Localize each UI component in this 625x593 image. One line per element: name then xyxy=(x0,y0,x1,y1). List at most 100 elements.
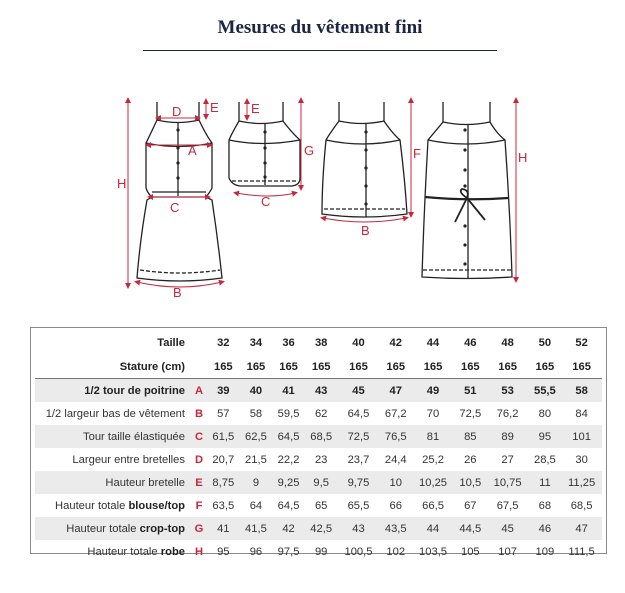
table-cell: 64,5 xyxy=(277,499,300,512)
table-cell: 65,5 xyxy=(347,499,370,512)
label-e: E xyxy=(210,100,219,115)
table-cell: 30 xyxy=(575,453,588,466)
table-cell: 44 xyxy=(412,517,454,540)
table-cell: 97,5 xyxy=(277,545,300,558)
header-row: Stature (cm) 165 165 165 165 165 165 165 165 165 1… xyxy=(35,355,602,379)
row-label-text: Hauteur bretelle xyxy=(105,476,185,489)
dress-illustration-2 xyxy=(421,102,513,280)
table-cell: 84 xyxy=(575,407,588,420)
table-cell: 39 xyxy=(207,378,240,402)
row-label: Hauteur totale robe xyxy=(35,540,191,563)
table-cell: 51 xyxy=(454,378,487,402)
header-cell: 52 xyxy=(575,337,588,349)
table-cell: 61,5 xyxy=(207,425,240,448)
garment-illustrations: D E A C H B E G C F B H xyxy=(117,97,527,300)
header-cell: 165 xyxy=(535,360,555,373)
table-cell: 11,25 xyxy=(561,471,602,494)
table-cell: 68,5 xyxy=(304,425,338,448)
header-cell: 165 xyxy=(386,360,406,373)
row-label-garment: blouse/top xyxy=(128,499,185,512)
header-cell: 32 xyxy=(217,337,230,349)
measure-letter: B xyxy=(194,407,204,420)
table-cell: 43 xyxy=(337,517,380,540)
table-cell: 66,5 xyxy=(422,499,444,512)
row-label: Tour taille élastiquée xyxy=(35,425,191,448)
table-cell: 80 xyxy=(538,407,552,420)
table-row: 1/2 largeur bas de vêtement B 57 58 59,5 62 64… xyxy=(35,402,602,425)
row-label: Hauteur totale crop-top xyxy=(35,517,191,540)
empty-cell xyxy=(191,331,207,355)
table-cell: 89 xyxy=(486,425,529,448)
table-cell: 63,5 xyxy=(212,499,235,512)
table-cell: 72,5 xyxy=(337,425,380,448)
label-g: G xyxy=(304,143,314,158)
table-cell: 9,25 xyxy=(272,471,305,494)
table-cell: 49 xyxy=(412,378,454,402)
header-cell: 165 xyxy=(213,360,233,373)
row-label: Largeur entre bretelles xyxy=(35,448,191,471)
measure-letter: F xyxy=(195,499,203,512)
table-cell: 64,5 xyxy=(272,425,305,448)
row-label: 1/2 largeur bas de vêtement xyxy=(35,402,191,425)
table-cell: 101 xyxy=(561,425,602,448)
table-cell: 45 xyxy=(486,517,529,540)
table-cell: 85 xyxy=(454,425,487,448)
measure-letter: C xyxy=(191,425,207,448)
table-cell: 81 xyxy=(412,425,454,448)
table-cell: 55,5 xyxy=(528,378,562,402)
row-label-text: Largeur entre bretelles xyxy=(72,453,185,466)
table-cell: 95 xyxy=(217,545,230,558)
table-row: Hauteur totale robe H 95 96 97,5 99 100,5 102 10… xyxy=(35,540,602,563)
measure-letter: D xyxy=(194,453,204,466)
table-cell: 21,5 xyxy=(245,453,267,466)
table-cell: 100,5 xyxy=(344,545,373,558)
table-cell: 76,5 xyxy=(379,425,413,448)
table-cell: 70 xyxy=(426,407,440,420)
table-cell: 10 xyxy=(379,471,413,494)
table-cell: 41 xyxy=(272,378,305,402)
table-cell: 68,5 xyxy=(570,499,593,512)
header-cell: 40 xyxy=(352,337,365,349)
label-h: H xyxy=(117,176,126,191)
header-cell: 42 xyxy=(389,337,402,349)
table-cell: 9,75 xyxy=(337,471,380,494)
label-d: D xyxy=(172,104,181,119)
measurements-table-box: Taille 32 34 36 38 40 42 44 46 48 50 52 Stature (cm)… xyxy=(30,327,607,558)
header-cell: 36 xyxy=(282,337,295,349)
table-cell: 65 xyxy=(314,499,328,512)
table-cell: 72,5 xyxy=(459,407,482,420)
table-cell: 23 xyxy=(314,453,328,466)
label-f: F xyxy=(413,146,421,161)
table-cell: 102 xyxy=(386,545,406,558)
header-cell: 165 xyxy=(279,360,298,373)
table-cell: 10,5 xyxy=(454,471,487,494)
header-cell: 165 xyxy=(246,360,266,373)
table-cell: 96 xyxy=(249,545,263,558)
table-row: Tour taille élastiquée C 61,5 62,5 64,5 68,5 7… xyxy=(35,425,602,448)
measure-arrows xyxy=(125,97,519,289)
label-b: B xyxy=(361,223,370,238)
table-cell: 41 xyxy=(207,517,240,540)
table-cell: 45 xyxy=(337,378,380,402)
table-cell: 95 xyxy=(528,425,562,448)
table-row: 1/2 tour de poitrine A 39 40 41 43 45 47 49 51 53 5… xyxy=(35,378,602,402)
row-label-garment: crop-top xyxy=(139,522,185,535)
table-cell: 42 xyxy=(272,517,305,540)
table-cell: 11 xyxy=(528,471,562,494)
dress-illustration-1 xyxy=(136,102,223,282)
croptop-illustration xyxy=(228,102,301,187)
table-cell: 103,5 xyxy=(419,545,448,558)
table-cell: 40 xyxy=(239,378,273,402)
table-row: Hauteur bretelle E 8,75 9 9,25 9,5 9,75 10 10,25… xyxy=(35,471,602,494)
table-cell: 62 xyxy=(314,407,328,420)
label-c: C xyxy=(261,194,270,209)
header-cell: 34 xyxy=(249,337,263,349)
table-cell: 47 xyxy=(561,517,602,540)
table-cell: 67 xyxy=(464,499,477,512)
label-b: B xyxy=(173,285,182,300)
table-cell: 23,7 xyxy=(347,453,370,466)
table-cell: 57 xyxy=(217,407,230,420)
table-cell: 8,75 xyxy=(207,471,240,494)
table-row: Largeur entre bretelles D 20,7 21,5 22,2 23 23… xyxy=(35,448,602,471)
table-cell: 58 xyxy=(249,407,263,420)
